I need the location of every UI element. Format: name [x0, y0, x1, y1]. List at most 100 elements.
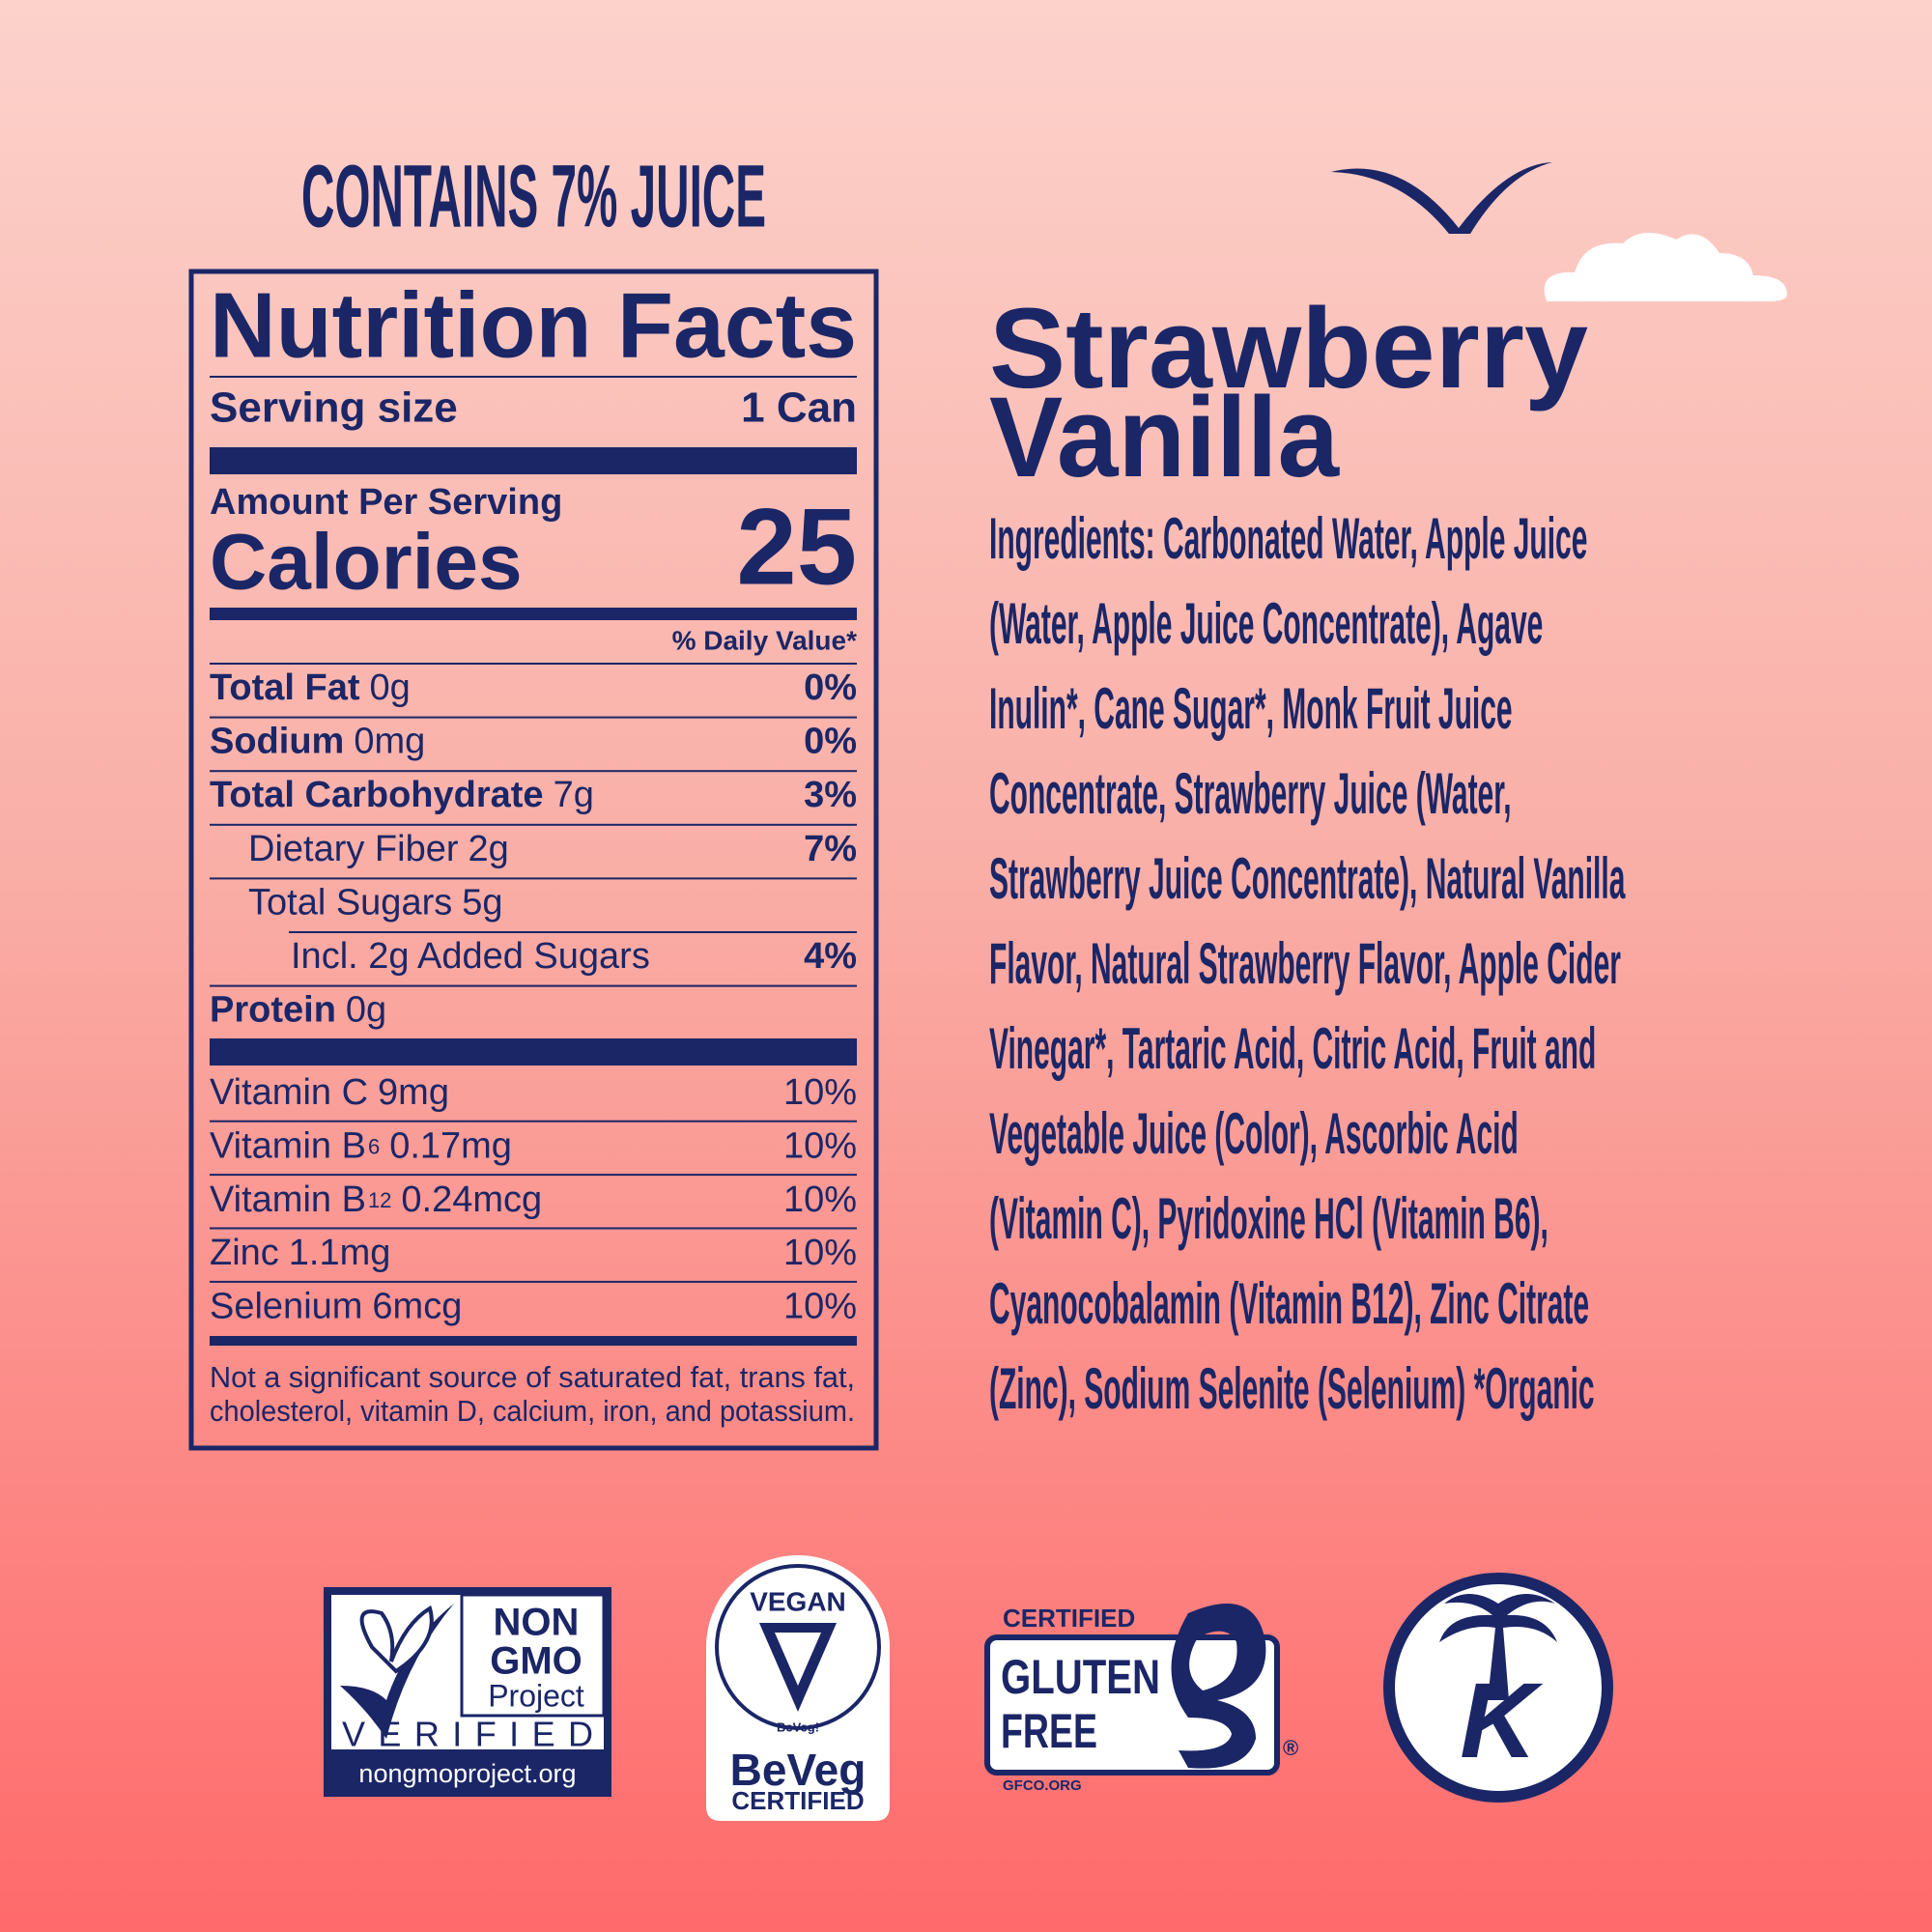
vitamin-dv: 10%: [783, 1233, 857, 1273]
nutrient-name: Dietary Fiber: [248, 829, 459, 869]
thick-bar: [210, 608, 857, 620]
rule: [210, 984, 857, 987]
nutrient-amount: 7g: [554, 775, 594, 815]
palm-tree: [1439, 1594, 1557, 1700]
badge-ring: [715, 1564, 881, 1730]
vitamin-row: Vitamin B6 0.17mg: [210, 1125, 512, 1166]
badge-url: nongmoproject.org: [358, 1759, 576, 1788]
g-mark: [1171, 1604, 1266, 1769]
nutrient-name: Protein: [210, 990, 336, 1031]
nutrition-facts: Nutrition Facts Serving size 1 Can Amoun…: [188, 269, 879, 1451]
juice-note: CONTAINS 7% JUICE: [301, 147, 766, 245]
badge-text: NON: [494, 1602, 580, 1644]
vitamin-row: Vitamin C 9mg: [210, 1072, 449, 1113]
thick-bar: [210, 447, 857, 474]
ingredients-line: Vinegar*, Tartaric Acid, Citric Acid, Fr…: [989, 1017, 1596, 1082]
daily-value-header: % Daily Value*: [672, 625, 858, 655]
butterfly: [359, 1605, 434, 1674]
nutrient-name: Total Sugars: [248, 882, 452, 923]
vitamin-name: Vitamin B: [210, 1179, 366, 1220]
ingredients-line: (Water, Apple Juice Concentrate), Agave: [989, 592, 1543, 657]
nutrient-dv: 0%: [804, 668, 857, 708]
vitamin-name: Vitamin B: [210, 1125, 366, 1166]
rule: [210, 877, 857, 880]
nutrient-row: Dietary Fiber 2g: [248, 829, 509, 869]
vitamin-name: Selenium: [210, 1287, 362, 1327]
thick-bar: [210, 1336, 857, 1346]
nutrient-amount: 5g: [462, 882, 502, 923]
vitamin-amount: 9mg: [378, 1072, 449, 1113]
rule: [210, 1227, 857, 1230]
vitamin-dv: 10%: [783, 1125, 857, 1166]
vitamin-dv: 10%: [783, 1179, 857, 1220]
badge-text: BeVeg!: [777, 1719, 819, 1734]
nutrient-amount: 0g: [370, 668, 411, 708]
calories-value: 25: [736, 487, 857, 608]
rule: [210, 376, 857, 378]
footnote: Not a significant source of saturated fa…: [210, 1360, 855, 1394]
nutrient-row: Protein 0g: [210, 990, 386, 1031]
nutrient-amount: 0g: [346, 990, 386, 1031]
rule: [210, 1280, 857, 1283]
vitamin-subscript: 12: [368, 1188, 391, 1212]
badge-text: GLUTEN: [1001, 1650, 1160, 1704]
kosher-badge: K: [1383, 1573, 1613, 1803]
nf-title: Nutrition Facts: [210, 273, 857, 377]
ingredients-line: (Vitamin C), Pyridoxine HCl (Vitamin B6)…: [989, 1187, 1548, 1252]
ingredients-line: Strawberry Juice Concentrate), Natural V…: [989, 847, 1626, 912]
nutrient-name: Sodium: [210, 722, 344, 762]
product-name: Strawberry: [989, 285, 1588, 412]
badge-text: K: [1460, 1662, 1544, 1780]
thick-bar: [210, 1038, 857, 1065]
nutrient-row: Total Carbohydrate 7g: [210, 775, 594, 815]
serving-value: 1 Can: [741, 384, 857, 432]
badge-text: CERTIFIED: [1003, 1604, 1135, 1633]
nutrient-amount: 0mg: [354, 722, 425, 762]
vitamin-row: Vitamin B12 0.24mcg: [210, 1179, 542, 1220]
vitamin-row: Selenium 6mcg: [210, 1287, 462, 1327]
nutrient-name: Total Carbohydrate: [210, 775, 544, 815]
nutrient-row: Sodium 0mg: [210, 722, 425, 762]
cloud: [1544, 232, 1787, 301]
nutrient-name: Total Fat: [210, 668, 360, 708]
serving-label: Serving size: [210, 384, 458, 432]
badge-text: FREE: [1001, 1704, 1097, 1758]
vitamin-subscript: 6: [368, 1134, 380, 1158]
ingredients-line: Vegetable Juice (Color), Ascorbic Acid: [989, 1102, 1519, 1167]
nutrient-dv: 0%: [804, 722, 857, 762]
badge-text: ®: [1283, 1736, 1298, 1760]
ingredients-line: Concentrate, Strawberry Juice (Water,: [989, 762, 1512, 827]
nutrient-dv: 4%: [804, 936, 857, 977]
rule: [210, 1174, 857, 1177]
ingredients-line: (Zinc), Sodium Selenite (Selenium) *Orga…: [989, 1357, 1595, 1422]
footnote: cholesterol, vitamin D, calcium, iron, a…: [210, 1394, 855, 1428]
amount-per-serving: Amount Per Serving: [210, 482, 562, 523]
rule: [210, 663, 857, 665]
badge-text: VEGAN: [750, 1586, 846, 1616]
vegan-badge: VEGAN BeVeg! BeVeg CERTIFIED: [706, 1555, 890, 1821]
rule: [210, 823, 857, 826]
rule: [210, 1120, 857, 1122]
nutrient-row: Total Sugars 5g: [248, 882, 503, 923]
nutrient-dv: 7%: [804, 829, 857, 869]
badge-text: CERTIFIED: [731, 1786, 864, 1815]
badge-text: BeVeg: [730, 1745, 867, 1795]
vitamin-name: Vitamin C: [210, 1072, 368, 1113]
badge-box: [984, 1634, 1280, 1776]
vitamin-amount: 1.1mg: [289, 1233, 391, 1273]
nutrient-name: Incl. 2g Added Sugars: [291, 936, 650, 977]
bird: [1331, 162, 1552, 234]
vitamin-dv: 10%: [783, 1287, 857, 1327]
nutrient-row: Total Fat 0g: [210, 668, 411, 708]
vitamin-name: Zinc: [210, 1233, 279, 1273]
nutrient-amount: 2g: [469, 829, 509, 869]
non-gmo-badge: NON GMO Project VERIFIED nongmoproject.o…: [324, 1587, 611, 1797]
badge-text: Project: [488, 1678, 584, 1713]
ingredients-line: Ingredients: Carbonated Water, Apple Jui…: [989, 507, 1587, 572]
vitamin-row: Zinc 1.1mg: [210, 1233, 390, 1273]
ingredients: Ingredients: Carbonated Water, Apple Jui…: [989, 507, 1626, 1422]
text-box: [460, 1593, 606, 1718]
